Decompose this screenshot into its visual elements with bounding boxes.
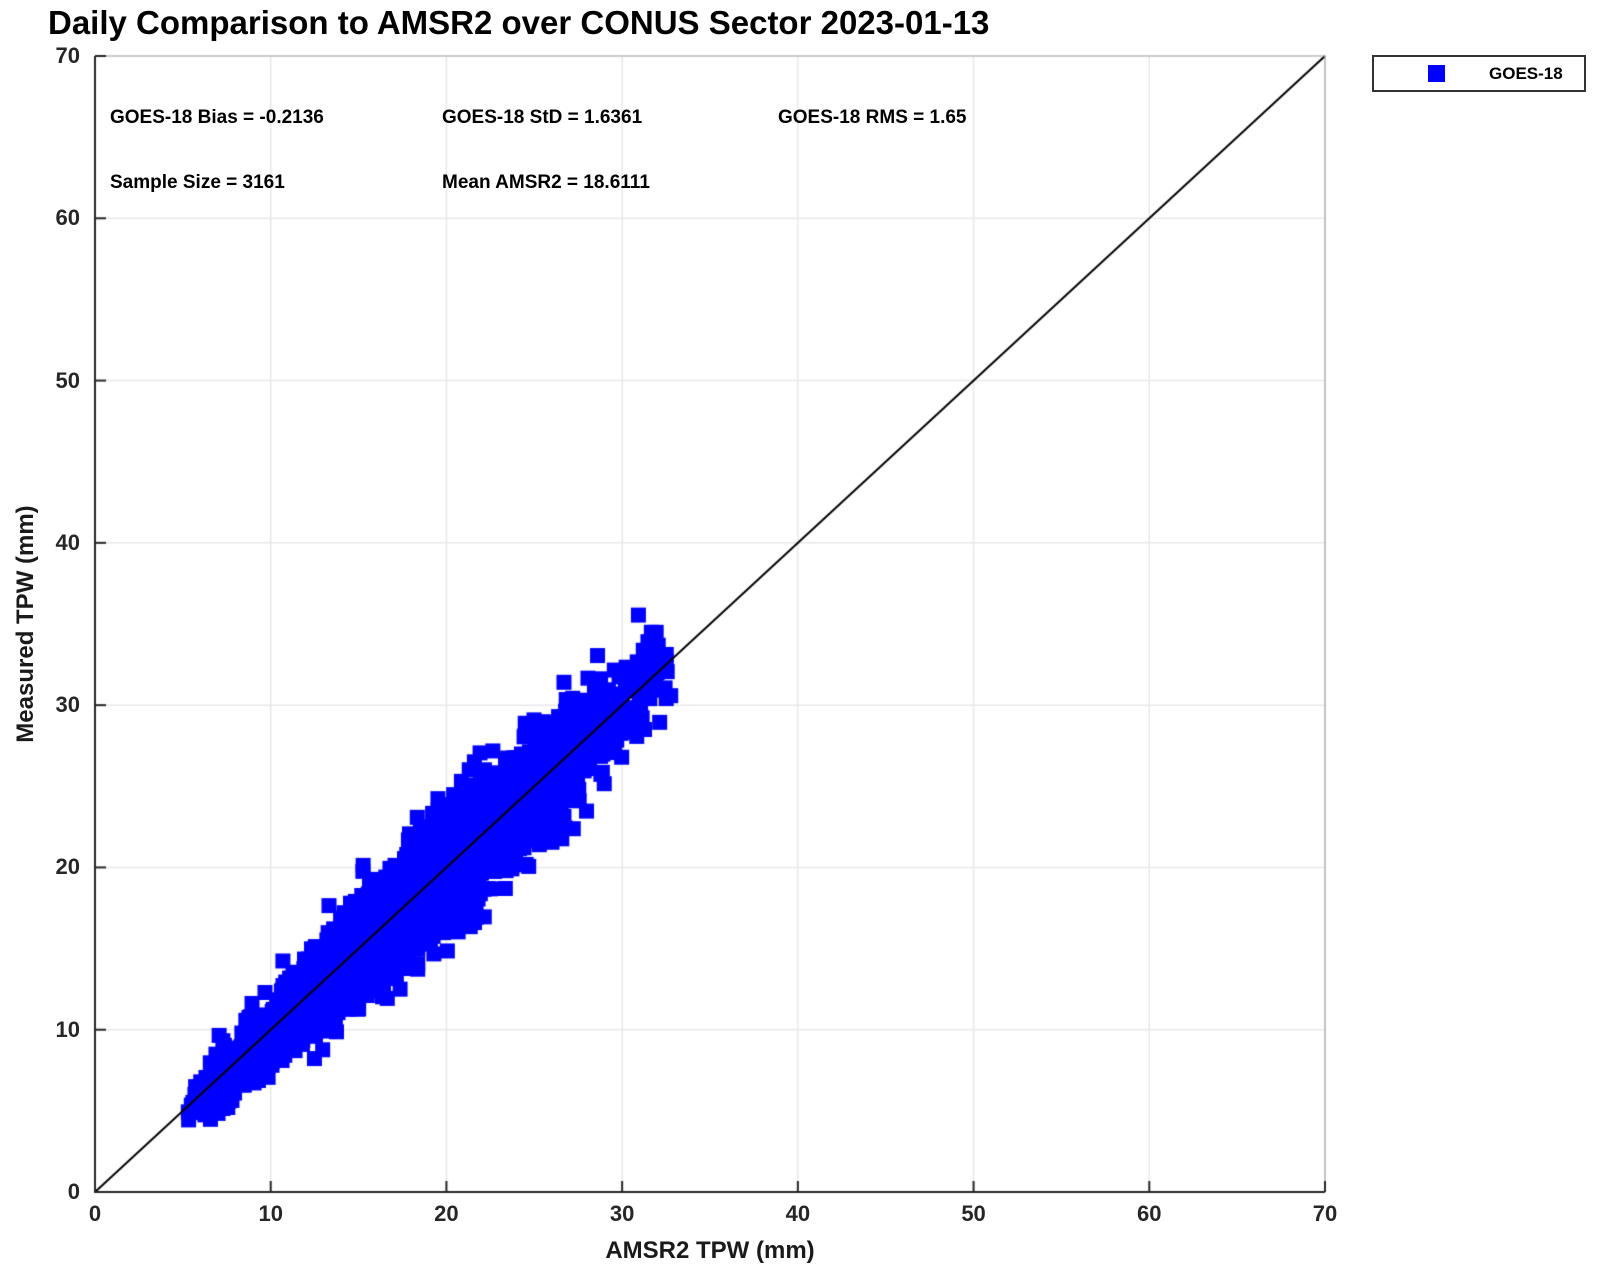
stat-mean-amsr2: Mean AMSR2 = 18.6111 [442,172,650,193]
x-tick-label: 50 [961,1201,986,1226]
x-tick-label: 60 [1137,1201,1162,1226]
y-tick-label: 0 [67,1179,80,1204]
legend-marker-square-icon [1428,65,1445,82]
stat-bias: GOES-18 Bias = -0.2136 [110,107,324,128]
y-tick-label: 30 [55,692,80,718]
legend: GOES-18 [1372,55,1586,92]
stat-sample-size: Sample Size = 3161 [110,172,285,193]
chart-title: Daily Comparison to AMSR2 over CONUS Sec… [48,4,990,41]
y-tick-label: 50 [55,367,80,393]
y-tick-label: 70 [55,43,80,68]
legend-series-label: GOES-18 [1489,63,1563,83]
y-tick-label: 20 [55,854,80,880]
x-tick-label: 40 [785,1201,811,1226]
stat-rms: GOES-18 RMS = 1.65 [778,107,967,128]
x-tick-label: 10 [258,1201,283,1226]
x-tick-label: 70 [1312,1201,1338,1226]
x-axis-label: AMSR2 TPW (mm) [605,1237,815,1264]
x-tick-label: 30 [609,1201,635,1226]
x-tick-label: 0 [88,1201,102,1226]
y-tick-label: 60 [55,205,80,231]
y-tick-label: 40 [55,529,80,555]
x-tick-label: 20 [434,1201,459,1226]
stat-std: GOES-18 StD = 1.6361 [442,107,643,128]
y-tick-label: 10 [55,1016,80,1042]
